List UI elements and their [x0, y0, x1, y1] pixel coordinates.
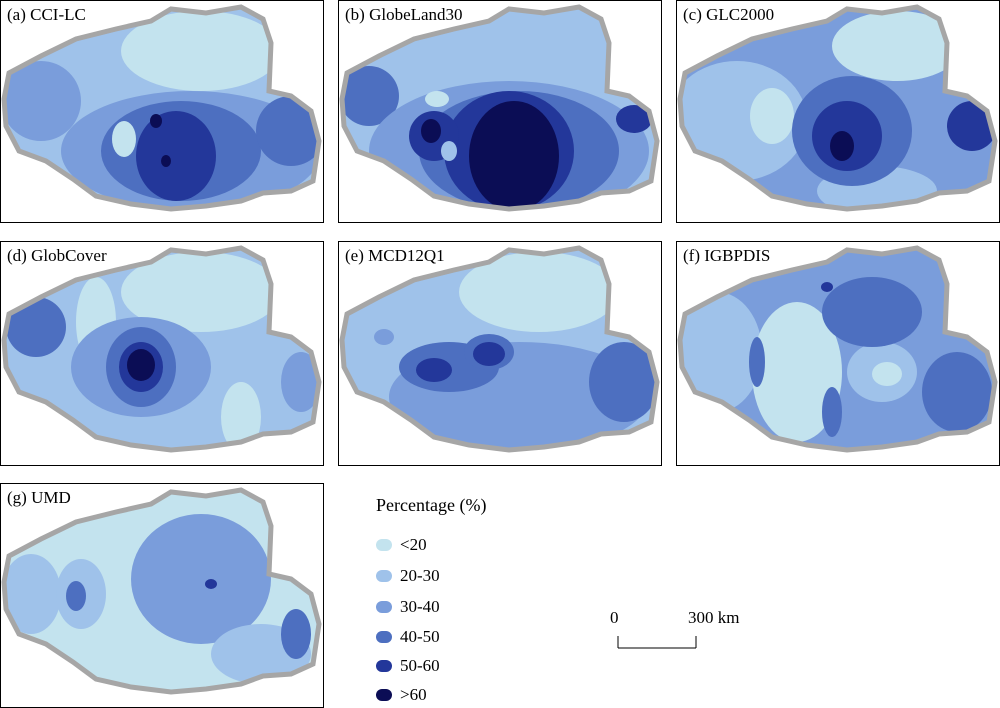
map-umd [1, 487, 322, 695]
legend-swatch [376, 601, 392, 613]
map-globeland30 [339, 4, 660, 212]
legend-item-50-60: 50-60 [376, 656, 440, 676]
panel-label: (b) GlobeLand30 [345, 5, 463, 24]
map-panel-globeland30: (b) GlobeLand30 [338, 0, 662, 223]
map-panel-mcd12q1: (e) MCD12Q1 [338, 241, 662, 466]
legend-swatch [376, 539, 392, 551]
map-panel-umd: (g) UMD [0, 483, 324, 708]
map-glc2000 [677, 4, 998, 212]
legend-swatch [376, 631, 392, 643]
map-cci-lc [1, 4, 322, 212]
legend-swatch [376, 689, 392, 701]
scale-bar-line [617, 636, 697, 649]
map-panel-globcover: (d) GlobCover [0, 241, 324, 466]
legend-label: 40-50 [400, 627, 440, 646]
scale-start-label: 0 [610, 608, 619, 627]
map-mcd12q1 [339, 245, 660, 453]
scale-bar: 0 300 km [610, 608, 770, 658]
legend-label: >60 [400, 685, 427, 704]
legend-swatch [376, 570, 392, 582]
legend-item-gt60: >60 [376, 685, 427, 705]
legend-title: Percentage (%) [376, 495, 487, 515]
legend-label: 30-40 [400, 597, 440, 616]
panel-label: (d) GlobCover [7, 246, 107, 265]
legend-label: 20-30 [400, 566, 440, 585]
legend-item-20-30: 20-30 [376, 566, 440, 586]
legend-label: <20 [400, 535, 427, 554]
panel-label: (e) MCD12Q1 [345, 246, 445, 265]
panel-label: (g) UMD [7, 488, 71, 507]
legend-swatch [376, 660, 392, 672]
panel-label: (a) CCI-LC [7, 5, 86, 24]
map-panel-igbpdis: (f) IGBPDIS [676, 241, 1000, 466]
legend-label: 50-60 [400, 656, 440, 675]
map-panel-cci-lc: (a) CCI-LC [0, 0, 324, 223]
panel-label: (c) GLC2000 [683, 5, 775, 24]
legend-item-30-40: 30-40 [376, 597, 440, 617]
map-panel-glc2000: (c) GLC2000 [676, 0, 1000, 223]
map-globcover [1, 245, 322, 453]
panel-label: (f) IGBPDIS [683, 246, 771, 265]
legend-item-lt20: <20 [376, 535, 427, 555]
map-igbpdis [677, 245, 998, 453]
scale-end-label: 300 km [688, 608, 740, 627]
legend-item-40-50: 40-50 [376, 627, 440, 647]
